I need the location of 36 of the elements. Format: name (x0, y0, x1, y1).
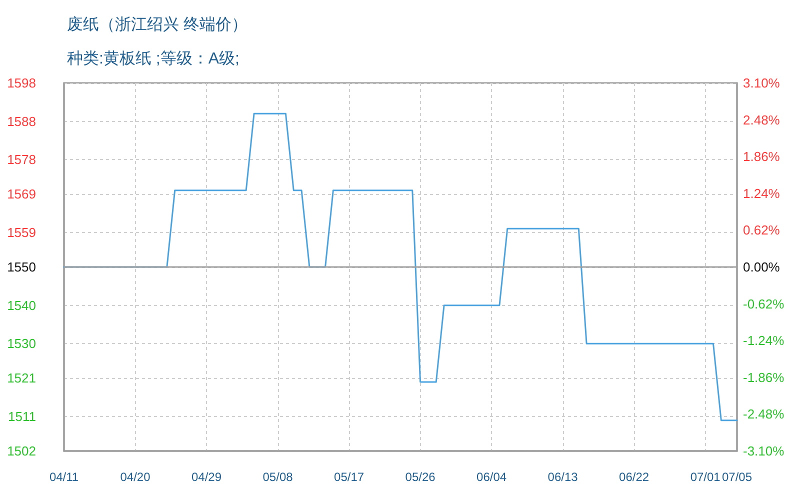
x-tick-label: 05/17 (334, 470, 364, 484)
line-series (63, 112, 738, 422)
y2-tick-label: 2.48% (743, 112, 780, 128)
y2-tick-label: 1.24% (743, 186, 780, 201)
x-tick-label: 07/01 (690, 470, 721, 484)
x-tick-label: 05/08 (262, 470, 294, 484)
y-tick-label: 1511 (8, 409, 36, 424)
x-tick-label: 05/26 (405, 470, 436, 484)
y2-tick-label: 0.00% (743, 260, 780, 274)
y-tick-label: 1550 (7, 260, 36, 274)
y-tick-label: 1598 (7, 76, 36, 90)
chart-subtitle: 种类:黄板纸 ;等级：A级; (67, 50, 240, 68)
y2-tick-label: -1.24% (743, 333, 785, 348)
x-tick-label: 04/29 (192, 470, 222, 484)
y2-tick-label: -0.62% (743, 296, 785, 312)
y-tick-label: 1521 (7, 370, 36, 386)
y2-tick-label: -3.10% (743, 444, 785, 458)
x-tick-label: 06/04 (476, 470, 507, 484)
chart-title: 废纸（浙江绍兴 终端价） (67, 16, 248, 34)
y2-tick-label: 1.86% (743, 149, 780, 164)
x-tick-label: 04/11 (49, 470, 79, 484)
y2-tick-label: 3.10% (743, 76, 780, 90)
y-tick-label: 1578 (7, 152, 36, 168)
y-tick-label: 1569 (7, 186, 36, 202)
y-tick-label: 1588 (7, 114, 36, 129)
x-tick-label: 06/22 (619, 470, 650, 484)
y2-tick-label: -2.48% (743, 406, 785, 422)
y-tick-label: 1540 (7, 298, 36, 313)
y-tick-label: 1502 (7, 444, 36, 458)
x-tick-label: 06/13 (548, 470, 578, 484)
y2-tick-label: 0.62% (743, 222, 780, 238)
y2-tick-label: -1.86% (743, 370, 785, 385)
x-tick-label: 07/05 (722, 470, 752, 484)
y-tick-label: 1530 (7, 336, 36, 352)
x-tick-label: 04/20 (120, 470, 151, 484)
y-tick-label: 1559 (7, 225, 36, 240)
